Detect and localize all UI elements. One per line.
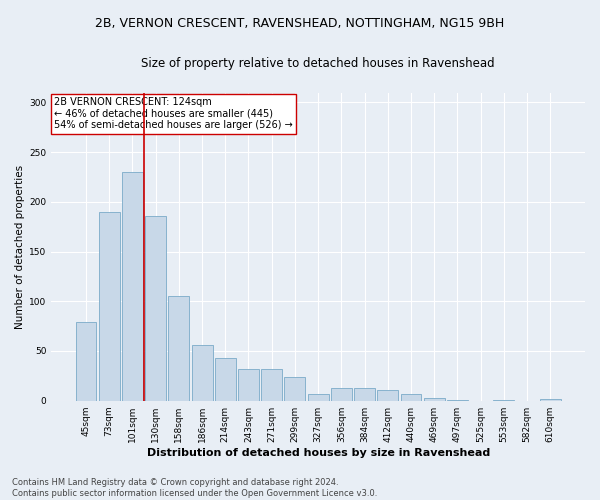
Bar [169, 296, 189, 401]
Bar [331, 388, 352, 400]
Bar [122, 172, 143, 400]
Text: 2B, VERNON CRESCENT, RAVENSHEAD, NOTTINGHAM, NG15 9BH: 2B, VERNON CRESCENT, RAVENSHEAD, NOTTING… [95, 18, 505, 30]
Bar [308, 394, 329, 400]
Bar [76, 322, 97, 400]
Title: Size of property relative to detached houses in Ravenshead: Size of property relative to detached ho… [142, 58, 495, 70]
Bar [354, 388, 375, 400]
X-axis label: Distribution of detached houses by size in Ravenshead: Distribution of detached houses by size … [146, 448, 490, 458]
Text: 2B VERNON CRESCENT: 124sqm
← 46% of detached houses are smaller (445)
54% of sem: 2B VERNON CRESCENT: 124sqm ← 46% of deta… [54, 97, 293, 130]
Bar [377, 390, 398, 400]
Bar [284, 377, 305, 400]
Bar [401, 394, 421, 400]
Bar [261, 369, 282, 400]
Bar [238, 369, 259, 400]
Bar [215, 358, 236, 401]
Bar [424, 398, 445, 400]
Bar [145, 216, 166, 400]
Y-axis label: Number of detached properties: Number of detached properties [15, 164, 25, 328]
Bar [540, 398, 561, 400]
Text: Contains HM Land Registry data © Crown copyright and database right 2024.
Contai: Contains HM Land Registry data © Crown c… [12, 478, 377, 498]
Bar [99, 212, 119, 400]
Bar [191, 345, 212, 401]
